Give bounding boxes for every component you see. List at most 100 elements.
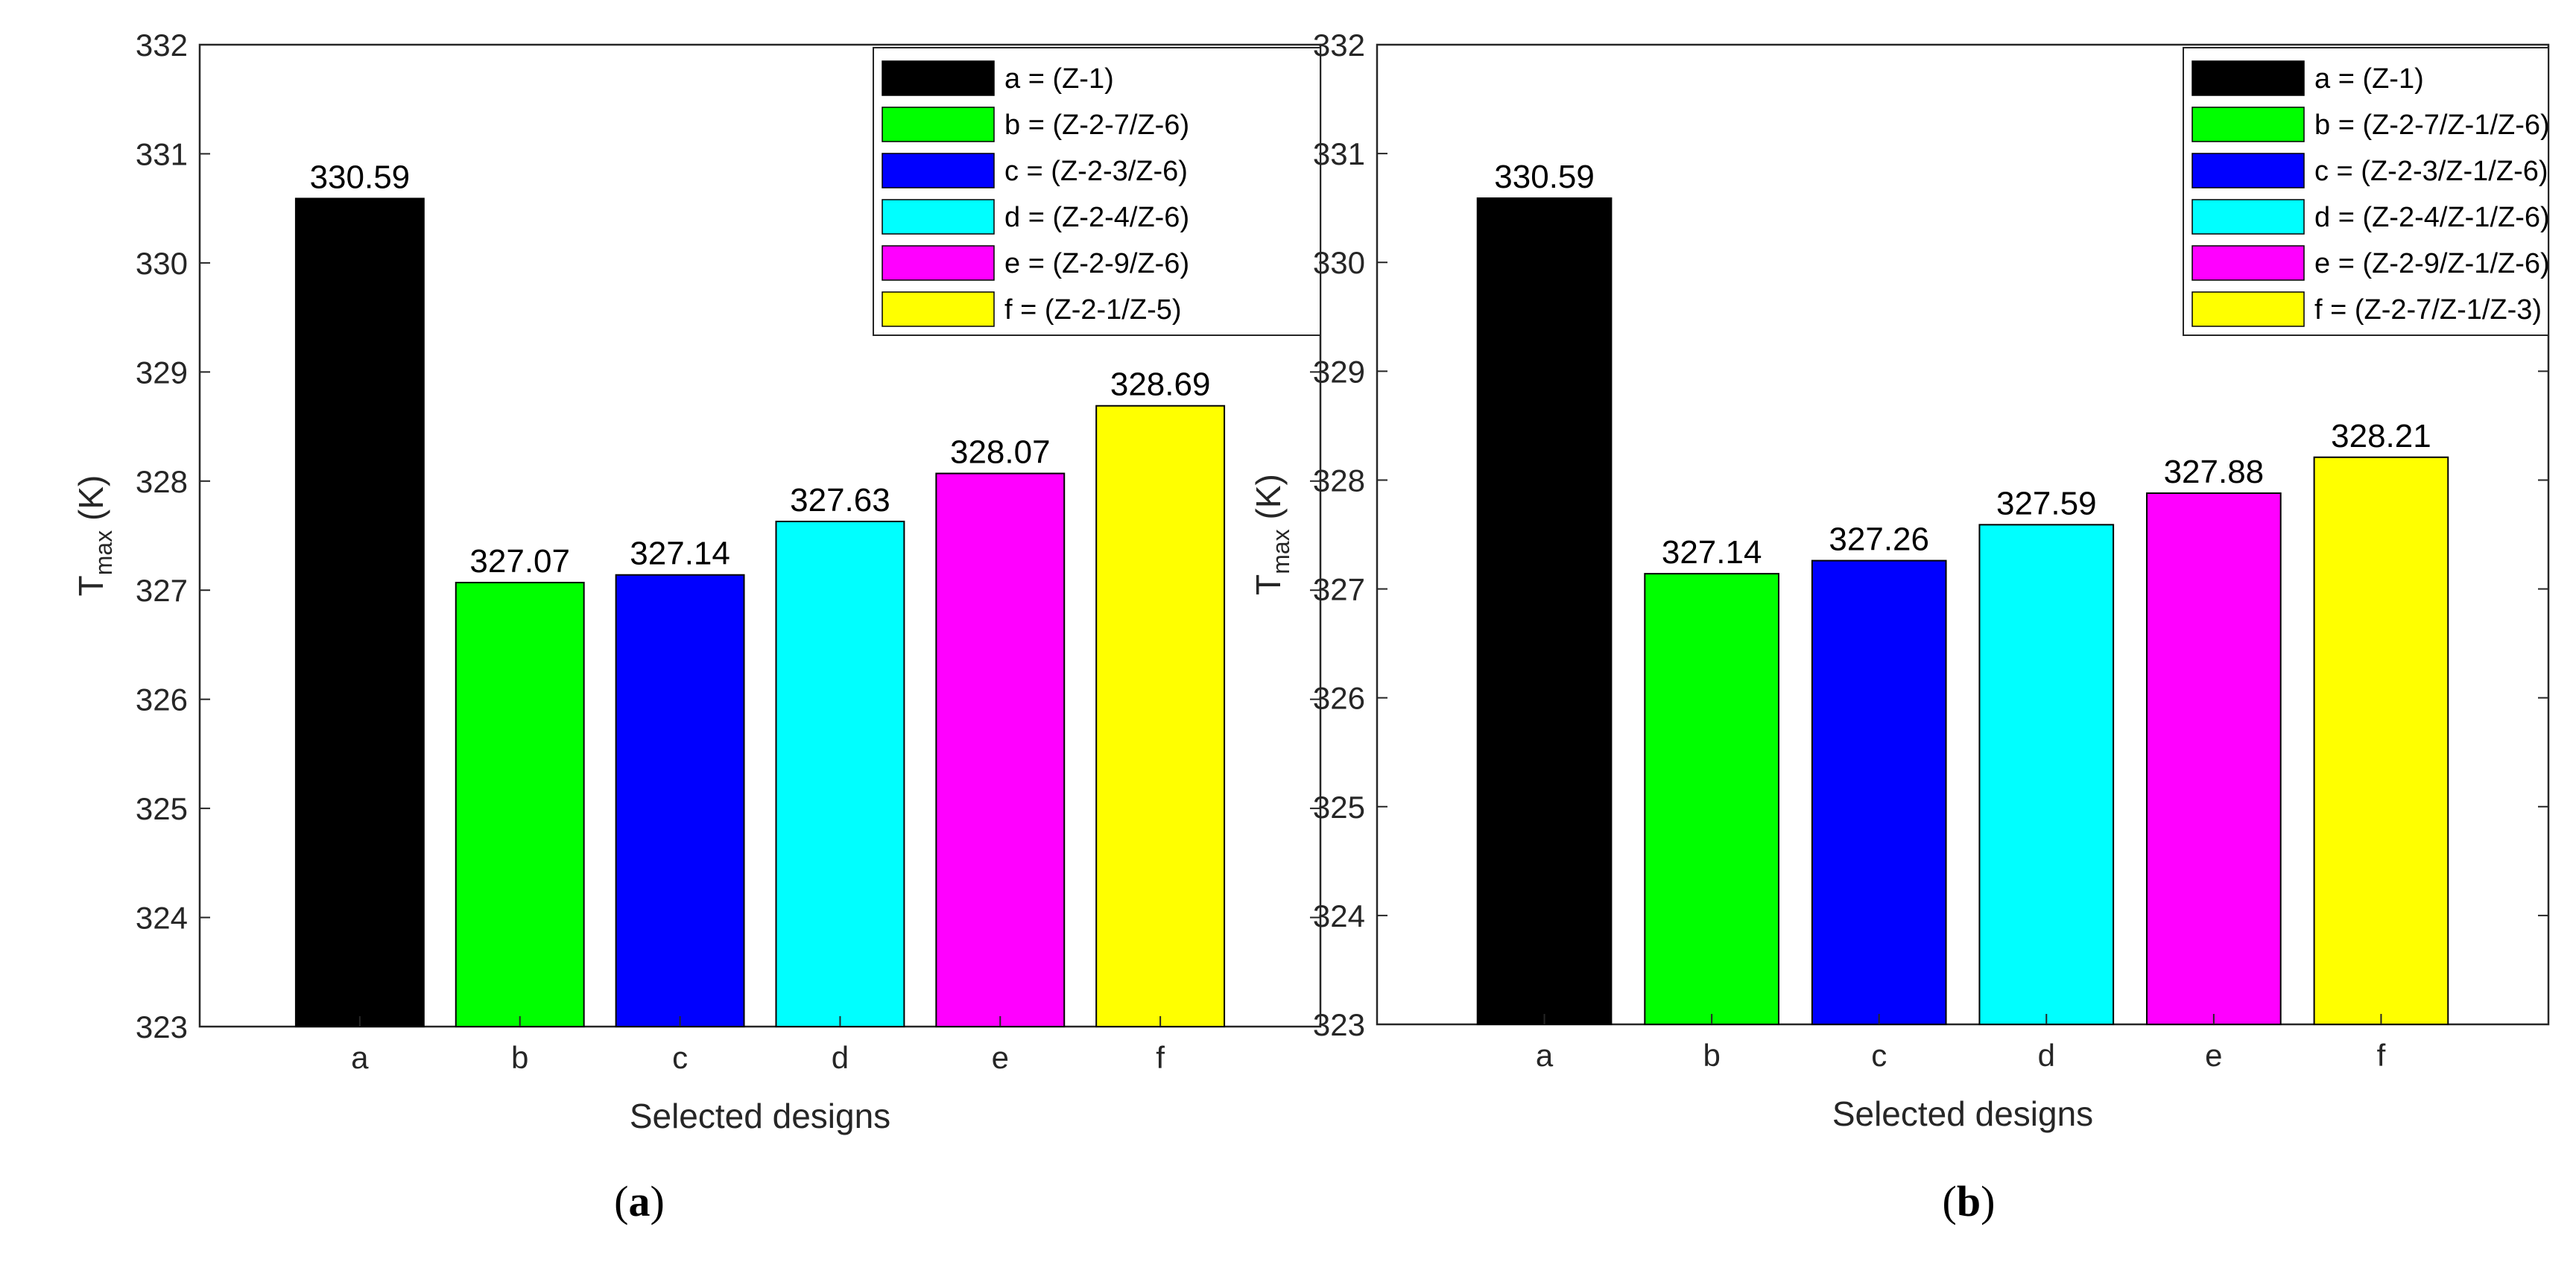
legend-swatch-e [2192,245,2305,281]
legend-swatch-c [2192,153,2305,188]
legend-entry-d: d = (Z-2-4/Z-6) [1004,202,1189,233]
bar-c [1811,559,1947,1025]
legend-entry-b: b = (Z-2-7/Z-1/Z-6) [2314,110,2550,141]
data-label-a: 330.59 [1494,159,1595,195]
legend-entry-f: f = (Z-2-7/Z-1/Z-3) [2314,294,2542,326]
x-tick-label-e: e [992,1040,1009,1075]
y-axis-label: Tmax (K) [1249,474,1294,595]
legend-entry-d: d = (Z-2-4/Z-1/Z-6) [2314,202,2550,233]
caption-open-paren: ( [1943,1177,1957,1225]
y-tick-label: 324 [1313,898,1365,933]
y-axis-label-subscript: max [1268,529,1294,574]
y-axis-label-unit: (K) [1249,474,1288,529]
data-label-b: 327.14 [1662,534,1762,571]
bar-a [294,197,425,1027]
legend-entry-b: b = (Z-2-7/Z-6) [1004,110,1189,141]
legend-swatch-d [882,199,995,235]
x-tick-label-a: a [1536,1038,1554,1073]
y-axis-label: Tmax (K) [72,475,117,597]
x-tick-label-c: c [672,1040,688,1075]
x-tick-label-b: b [511,1040,528,1075]
data-label-f: 328.69 [1110,367,1211,403]
legend: a = (Z-1) b = (Z-2-7/Z-1/Z-6) c = (Z-2-3/Z… [2183,47,2550,336]
bar-e [2146,492,2282,1025]
legend-entry-e: e = (Z-2-9/Z-6) [1004,248,1189,279]
bar-f [1095,405,1226,1027]
data-label-d: 327.59 [1996,485,2097,521]
bar-f [2313,456,2449,1025]
legend-entry-c: c = (Z-2-3/Z-6) [1004,156,1188,187]
legend-swatch-e [882,245,995,281]
y-tick-label: 323 [136,1009,188,1044]
panel-caption-b: (b) [1943,1177,1996,1225]
data-label-d: 327.63 [790,482,890,519]
y-tick-label: 326 [1313,681,1365,716]
x-tick-label-b: b [1703,1038,1720,1073]
x-tick-label-f: f [1156,1040,1165,1075]
legend-swatch-b [2192,107,2305,142]
y-tick-label: 329 [136,355,188,390]
y-tick-label: 328 [1313,463,1365,498]
y-tick-label: 332 [1313,28,1365,63]
caption-letter: a [629,1177,651,1225]
y-tick-label: 328 [136,464,188,499]
legend-swatch-f [882,291,995,327]
chart-panel-a: 323 324 325 326 327 328 329 330 331 332 330.59 a 327… [72,28,1322,1225]
panel-caption-a: (a) [614,1177,665,1225]
bar-e [935,472,1066,1027]
data-label-c: 327.14 [630,536,730,572]
y-tick-label: 330 [136,246,188,281]
y-tick-label: 330 [1313,245,1365,280]
data-label-f: 328.21 [2331,418,2431,454]
legend: a = (Z-1) b = (Z-2-7/Z-6) c = (Z-2-3/Z-6) d… [873,47,1321,336]
data-label-b: 327.07 [469,543,570,580]
bar-d [1978,524,2115,1025]
legend-entry-a: a = (Z-1) [1004,63,1114,95]
bar-b [455,581,585,1027]
legend-entry-c: c = (Z-2-3/Z-1/Z-6) [2314,156,2548,187]
x-tick-label-d: d [2038,1038,2055,1073]
y-tick-label: 325 [136,791,188,826]
x-tick-label-d: d [832,1040,849,1075]
caption-close-paren: ) [651,1177,665,1225]
caption-open-paren: ( [614,1177,628,1225]
legend-swatch-c [882,153,995,188]
bar-c [615,574,745,1027]
data-label-c: 327.26 [1829,521,1929,558]
caption-close-paren: ) [1981,1177,1995,1225]
legend-swatch-a [882,60,995,96]
legend-swatch-d [2192,199,2305,235]
y-axis-label-subscript: max [90,530,117,575]
legend-swatch-a [2192,60,2305,96]
y-axis-label-main: T [72,575,110,596]
x-tick-label-f: f [2377,1038,2386,1073]
x-axis-label: Selected designs [630,1097,890,1135]
legend-entry-f: f = (Z-2-1/Z-5) [1004,294,1182,326]
y-tick-label: 329 [1313,354,1365,389]
legend-swatch-b [882,107,995,142]
bar-b [1644,573,1779,1025]
x-tick-label-a: a [351,1040,369,1075]
legend-swatch-f [2192,291,2305,327]
y-tick-label: 331 [1313,136,1365,171]
y-axis-label-main: T [1249,574,1288,595]
y-tick-label: 327 [1313,572,1365,607]
y-tick-label: 332 [136,28,188,63]
legend-entry-e: e = (Z-2-9/Z-1/Z-6) [2314,248,2550,279]
y-tick-label: 325 [1313,790,1365,825]
x-tick-label-c: c [1871,1038,1887,1073]
bar-a [1476,197,1613,1025]
data-label-e: 327.88 [2164,454,2265,490]
y-tick-label: 323 [1313,1007,1365,1042]
y-tick-label: 326 [136,682,188,717]
bar-d [775,520,905,1027]
x-axis-label: Selected designs [1832,1094,2093,1133]
y-tick-label: 327 [136,573,188,608]
y-tick-label: 331 [136,136,188,171]
data-label-a: 330.59 [310,159,411,195]
caption-letter: b [1957,1177,1981,1225]
legend-entry-a: a = (Z-1) [2314,63,2424,95]
data-label-e: 328.07 [950,434,1051,471]
chart-panel-b: 323 324 325 326 327 328 329 330 331 332 330.59 a 327… [1249,28,2550,1225]
